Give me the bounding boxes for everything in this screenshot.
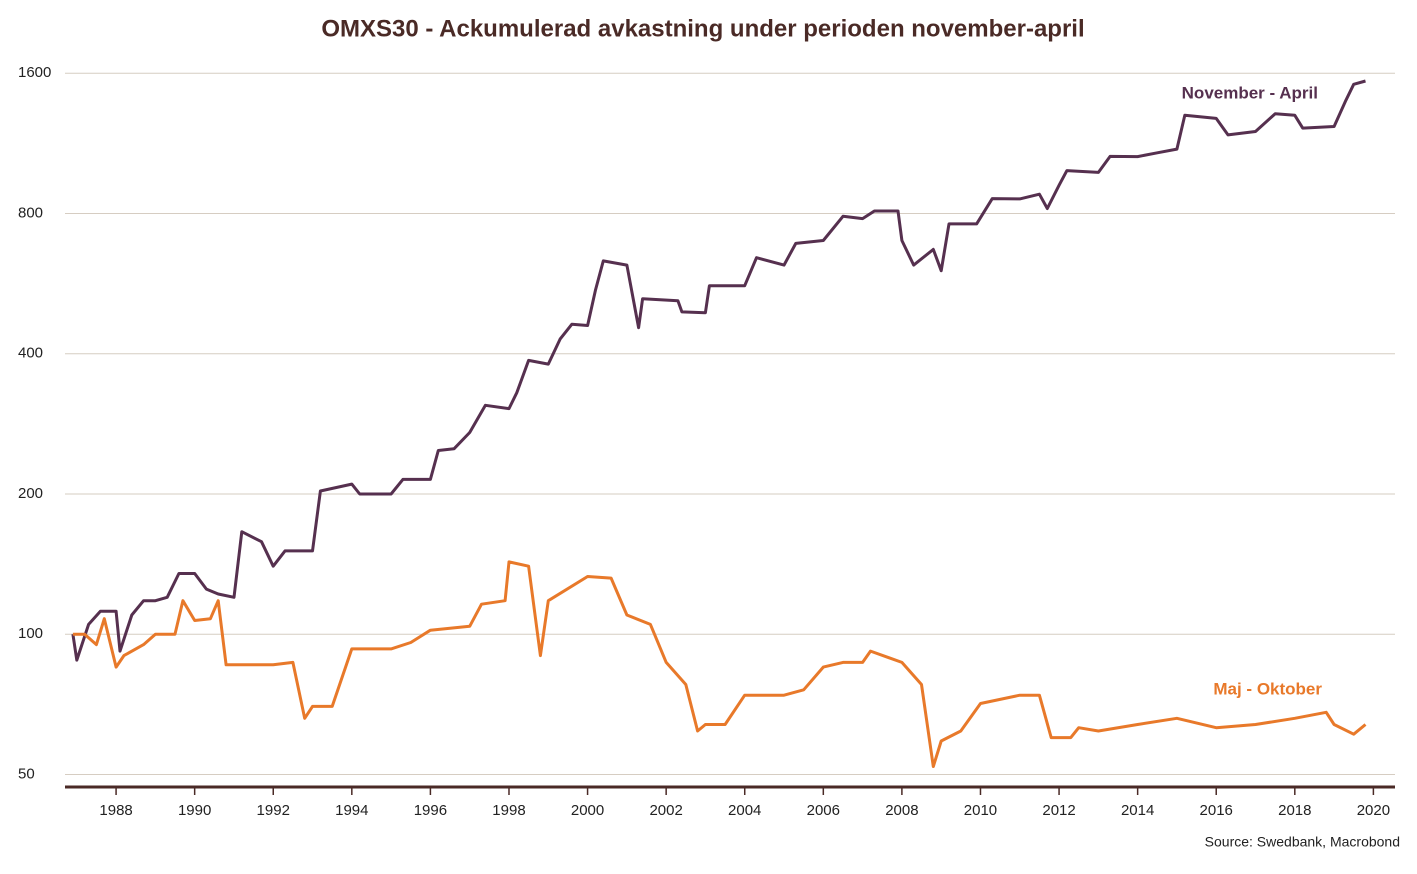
x-tick-label: 2006 bbox=[807, 802, 840, 819]
x-tick-label: 2004 bbox=[728, 802, 761, 819]
x-tick-label: 1988 bbox=[99, 802, 132, 819]
x-tick-label: 2016 bbox=[1200, 802, 1233, 819]
y-tick-label: 1600 bbox=[18, 64, 51, 81]
x-tick-label: 1990 bbox=[178, 802, 211, 819]
x-tick-label: 2000 bbox=[571, 802, 604, 819]
chart-title: OMXS30 - Ackumulerad avkastning under pe… bbox=[321, 15, 1084, 42]
x-tick-label: 2002 bbox=[649, 802, 682, 819]
y-tick-label: 100 bbox=[18, 625, 43, 642]
x-tick-label: 2008 bbox=[885, 802, 918, 819]
x-tick-label: 2012 bbox=[1042, 802, 1075, 819]
y-tick-label: 200 bbox=[18, 485, 43, 502]
x-tick-label: 1996 bbox=[414, 802, 447, 819]
x-tick-label: 2010 bbox=[964, 802, 997, 819]
series-label: November - April bbox=[1182, 83, 1318, 102]
x-tick-label: 1992 bbox=[257, 802, 290, 819]
series-line bbox=[72, 560, 1367, 768]
source-note: Source: Swedbank, Macrobond bbox=[1205, 834, 1400, 850]
series-line bbox=[71, 79, 1366, 662]
x-tick-label: 2018 bbox=[1278, 802, 1311, 819]
x-tick-label: 2020 bbox=[1357, 802, 1390, 819]
x-tick-label: 2014 bbox=[1121, 802, 1154, 819]
y-tick-label: 800 bbox=[18, 204, 43, 221]
y-tick-label: 400 bbox=[18, 345, 43, 362]
y-tick-label: 50 bbox=[18, 765, 35, 782]
series-label: Maj - Oktober bbox=[1213, 679, 1322, 698]
x-tick-label: 1998 bbox=[492, 802, 525, 819]
x-tick-label: 1994 bbox=[335, 802, 368, 819]
